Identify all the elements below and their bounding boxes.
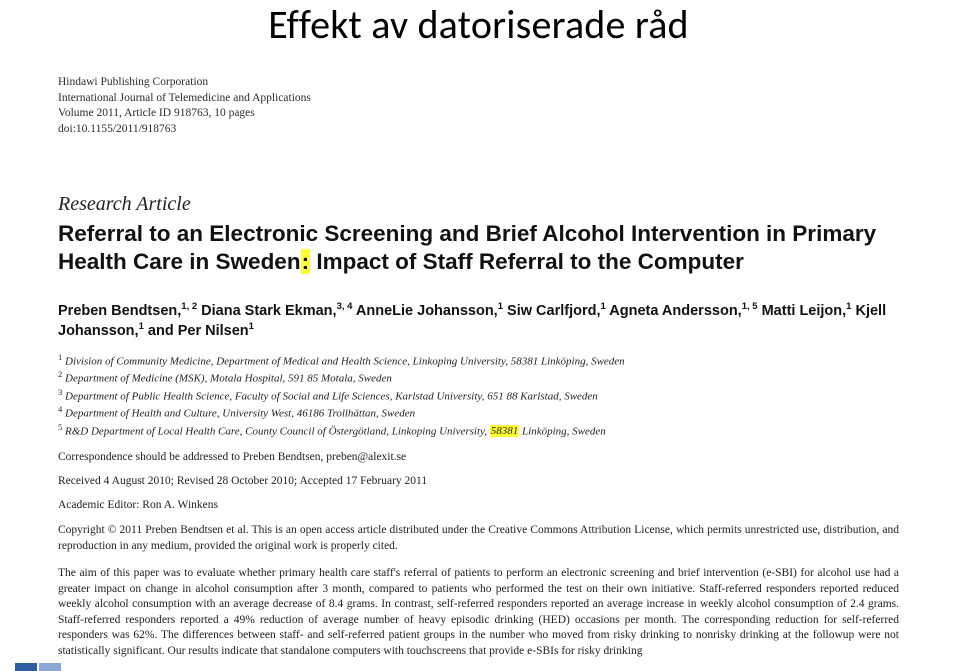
- bar-icon: [15, 663, 37, 671]
- dates-line: Received 4 August 2010; Revised 28 Octob…: [58, 475, 899, 487]
- article-title-post: Impact of Staff Referral to the Computer: [310, 249, 744, 274]
- affil-line: 2 Department of Medicine (MSK), Motala H…: [58, 369, 899, 387]
- affil-text: Department of Health and Culture, Univer…: [65, 408, 415, 420]
- author-list: Preben Bendtsen,1, 2 Diana Stark Ekman,3…: [58, 301, 899, 342]
- document-page: Effekt av datoriserade råd Hindawi Publi…: [0, 0, 959, 659]
- affiliations: 1 Division of Community Medicine, Depart…: [58, 352, 899, 440]
- affil-text: Division of Community Medicine, Departme…: [65, 355, 625, 367]
- publisher-line: International Journal of Telemedicine an…: [58, 91, 899, 107]
- bar-icon: [39, 663, 61, 671]
- affil-text: Department of Medicine (MSK), Motala Hos…: [65, 373, 392, 385]
- affil-line: 3 Department of Public Health Science, F…: [58, 387, 899, 405]
- publisher-line: Volume 2011, Article ID 918763, 10 pages: [58, 106, 899, 122]
- editor-line: Academic Editor: Ron A. Winkens: [58, 499, 899, 511]
- correspondence-line: Correspondence should be addressed to Pr…: [58, 451, 899, 463]
- affil-line: 1 Division of Community Medicine, Depart…: [58, 352, 899, 370]
- affil-text: Linköping, Sweden: [519, 425, 605, 437]
- highlight-colon: :: [301, 249, 311, 274]
- affil-line: 5 R&D Department of Local Health Care, C…: [58, 422, 899, 440]
- footer-bars-icon: [15, 653, 63, 657]
- article-title: Referral to an Electronic Screening and …: [58, 220, 899, 275]
- publisher-block: Hindawi Publishing Corporation Internati…: [58, 75, 899, 137]
- affil-line: 4 Department of Health and Culture, Univ…: [58, 404, 899, 422]
- copyright-block: Copyright © 2011 Preben Bendtsen et al. …: [58, 523, 899, 554]
- affil-text: R&D Department of Local Health Care, Cou…: [65, 425, 490, 437]
- abstract-block: The aim of this paper was to evaluate wh…: [58, 566, 899, 659]
- highlight-postcode: 58381: [490, 425, 520, 437]
- section-label: Research Article: [58, 193, 899, 216]
- slide-title: Effekt av datoriserade råd: [58, 0, 899, 49]
- publisher-line: doi:10.1155/2011/918763: [58, 122, 899, 138]
- affil-text: Department of Public Health Science, Fac…: [65, 390, 598, 402]
- publisher-line: Hindawi Publishing Corporation: [58, 75, 899, 91]
